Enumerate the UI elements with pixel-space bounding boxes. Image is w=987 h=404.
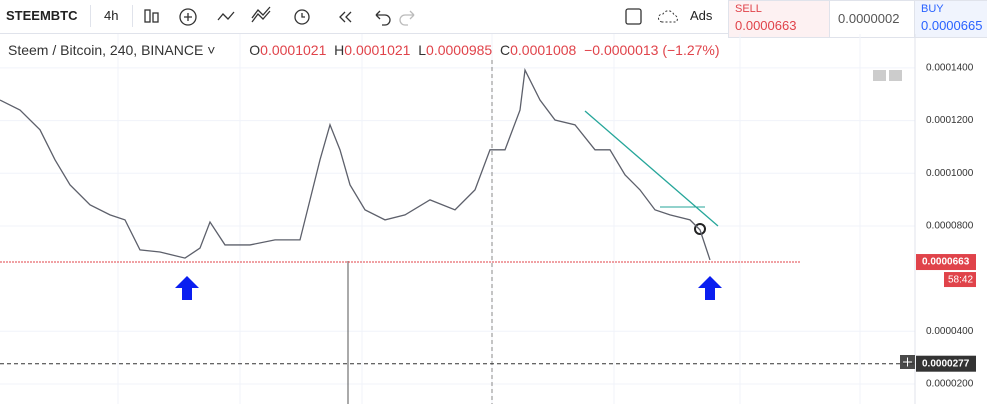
y-tick-label: 0.0001200 bbox=[926, 115, 974, 126]
separator bbox=[132, 5, 133, 27]
arrow-up bbox=[175, 276, 199, 300]
y-tick-label: 0.0001000 bbox=[926, 168, 974, 179]
price-tag bbox=[916, 254, 976, 271]
separator bbox=[90, 5, 91, 27]
legend-name: Steem / Bitcoin, 240, BINANCE bbox=[8, 42, 204, 58]
y-tick-label: 0.0000200 bbox=[926, 379, 974, 390]
sell-price: 0.0000663 bbox=[735, 18, 797, 33]
countdown-tag bbox=[944, 272, 976, 288]
o-value: 0.0001021 bbox=[260, 42, 327, 58]
h-label: H bbox=[334, 42, 345, 58]
y-tick-label: 0.0001400 bbox=[926, 63, 974, 74]
spread: 0.0000002 bbox=[829, 0, 915, 38]
l-value: 0.0000985 bbox=[426, 42, 493, 58]
buy-button[interactable]: BUY 0.0000665 bbox=[914, 0, 987, 38]
tool-icons[interactable] bbox=[622, 6, 682, 28]
plus-icon bbox=[903, 357, 912, 367]
undo-redo[interactable] bbox=[370, 6, 420, 28]
scroll-button[interactable] bbox=[873, 70, 886, 81]
price-tag bbox=[916, 355, 976, 372]
countdown: 58:42 bbox=[948, 275, 973, 286]
sell-label: SELL bbox=[735, 3, 762, 15]
price-line bbox=[0, 67, 711, 261]
c-label: C bbox=[500, 42, 511, 58]
toolbar-icons[interactable] bbox=[140, 6, 370, 28]
marker-circle bbox=[694, 223, 706, 235]
y-tick-label: 0.0000800 bbox=[926, 221, 974, 232]
symbol[interactable]: STEEMBTC bbox=[6, 8, 78, 23]
trend-line bbox=[584, 110, 719, 227]
o-label: O bbox=[249, 42, 261, 58]
sell-button[interactable]: SELL 0.0000663 bbox=[728, 0, 830, 38]
buy-label: BUY bbox=[921, 3, 944, 15]
arrow-up bbox=[698, 276, 722, 300]
l-label: L bbox=[418, 42, 427, 58]
interval[interactable]: 4h bbox=[104, 8, 119, 23]
spread-value: 0.0000002 bbox=[838, 11, 900, 26]
c-value: 0.0001008 bbox=[510, 42, 577, 58]
y-tick-label: 0.0000400 bbox=[926, 326, 974, 337]
price-tag-label: 0.0000663 bbox=[922, 257, 970, 268]
buy-price: 0.0000665 bbox=[921, 18, 983, 33]
legend: Steem / Bitcoin, 240, BINANCE ˅ O0.00010… bbox=[8, 42, 720, 58]
ads[interactable]: Ads bbox=[690, 8, 713, 23]
h-value: 0.0001021 bbox=[344, 42, 411, 58]
scroll-button[interactable] bbox=[889, 70, 902, 81]
change: −0.0000013 (−1.27%) bbox=[584, 42, 720, 58]
price-tag-label: 0.0000277 bbox=[922, 358, 970, 369]
